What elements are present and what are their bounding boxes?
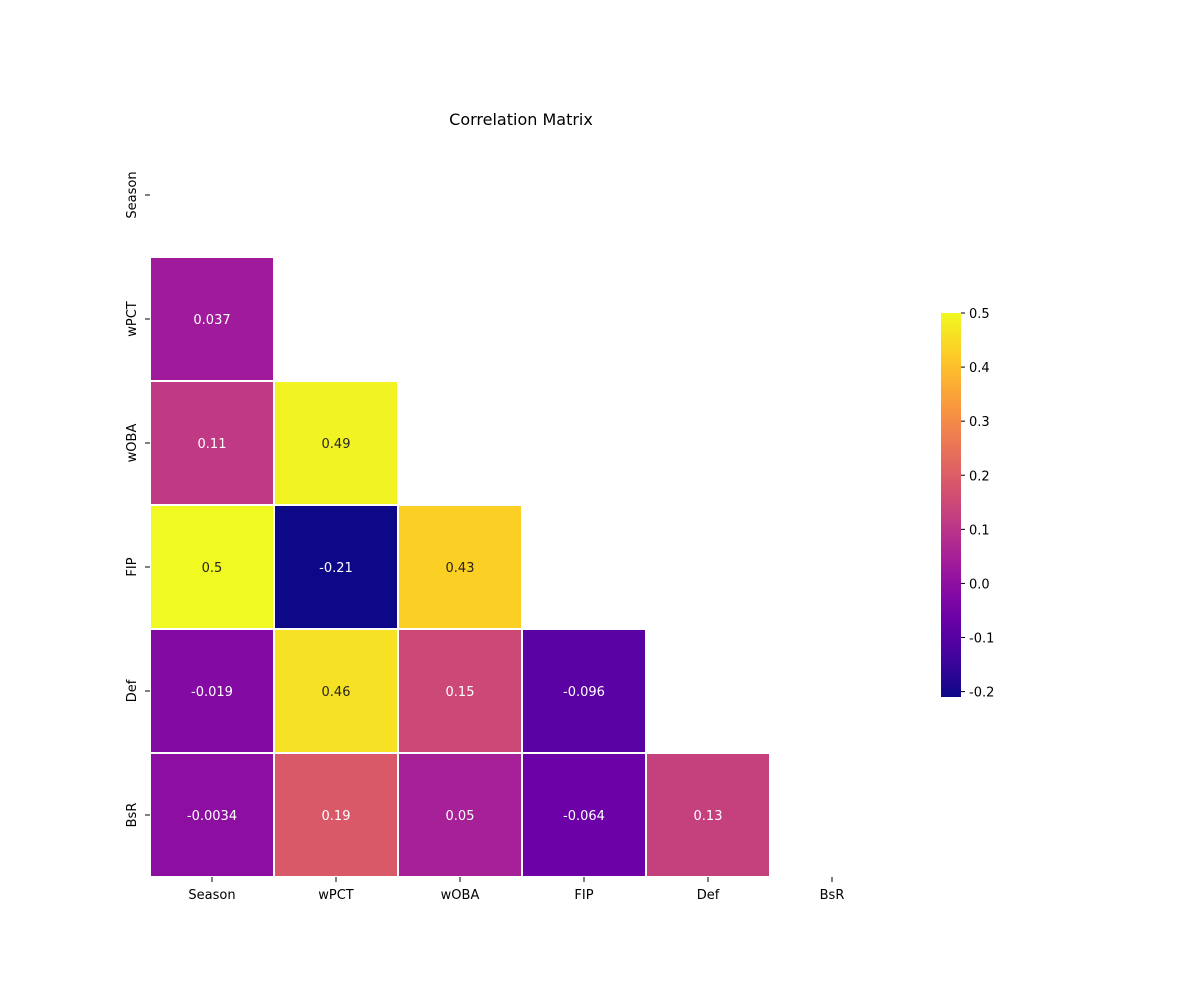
cell-value-label: 0.05	[446, 809, 475, 824]
colorbar-tick-label: -0.1	[969, 632, 994, 647]
cell-value-label: 0.037	[193, 313, 230, 328]
x-tick-label-wOBA: wOBA	[441, 888, 480, 903]
y-tick-label-wPCT: wPCT	[125, 301, 140, 337]
chart-title: Correlation Matrix	[449, 110, 593, 129]
y-tick-label-FIP: FIP	[125, 557, 140, 576]
x-tick-label-Def: Def	[697, 888, 720, 903]
x-tick-label-BsR: BsR	[820, 888, 845, 903]
cell-value-label: 0.46	[322, 685, 351, 700]
cell-value-label: 0.5	[202, 561, 223, 576]
colorbar-tick-label: -0.2	[969, 686, 994, 701]
colorbar-tick-label: 0.3	[969, 415, 990, 430]
heatmap-cell-wPCT-Season	[149, 256, 275, 382]
colorbar-tick-label: 0.0	[969, 577, 990, 592]
heatmap-cells: 0.037 0.11 0.49 0.5 -0.21 0.43 -0.019 0.46 0.15 -…	[149, 256, 771, 878]
colorbar: -0.2 -0.1 0.0 0.1 0.2 0.3 0.4 0.5	[941, 307, 994, 701]
heatmap-cell-Def-wPCT	[273, 628, 399, 754]
y-tick-label-wOBA: wOBA	[125, 424, 140, 463]
cell-value-label: -0.0034	[187, 809, 237, 824]
cell-value-label: -0.064	[563, 809, 605, 824]
colorbar-tick-label: 0.5	[969, 307, 990, 322]
colorbar-tick-label: 0.4	[969, 361, 990, 376]
cell-value-label: 0.11	[198, 437, 227, 452]
y-tick-label-BsR: BsR	[125, 803, 140, 828]
y-axis: Season wPCT wOBA FIP Def BsR	[125, 171, 150, 827]
heatmap-cell-wOBA-wPCT	[273, 380, 399, 506]
cell-value-label: 0.19	[322, 809, 351, 824]
cell-value-label: 0.13	[694, 809, 723, 824]
cell-value-label: -0.019	[191, 685, 233, 700]
cell-value-label: 0.49	[322, 437, 351, 452]
y-tick-label-Season: Season	[125, 171, 140, 218]
x-axis: Season wPCT wOBA FIP Def BsR	[188, 877, 844, 903]
cell-value-label: -0.21	[319, 561, 353, 576]
colorbar-gradient	[941, 313, 961, 697]
heatmap-cell-BsR-FIP	[521, 752, 647, 878]
heatmap-cell-FIP-wOBA	[397, 504, 523, 630]
heatmap-cell-BsR-wPCT	[273, 752, 399, 878]
cell-value-label: 0.15	[446, 685, 475, 700]
x-tick-label-wPCT: wPCT	[318, 888, 354, 903]
x-tick-label-Season: Season	[188, 888, 235, 903]
cell-value-label: 0.43	[446, 561, 475, 576]
colorbar-tick-label: 0.1	[969, 523, 990, 538]
x-tick-label-FIP: FIP	[574, 888, 593, 903]
cell-value-label: -0.096	[563, 685, 605, 700]
heatmap-cell-Def-FIP	[521, 628, 647, 754]
colorbar-tick-label: 0.2	[969, 469, 990, 484]
heatmap-cell-wOBA-Season	[149, 380, 275, 506]
y-tick-label-Def: Def	[125, 679, 140, 702]
